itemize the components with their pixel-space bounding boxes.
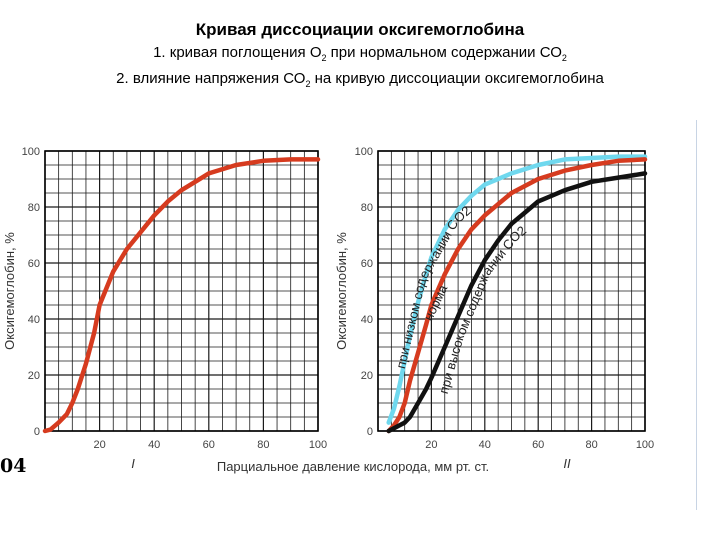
y-tick-label: 100 — [355, 146, 373, 158]
y-tick-label: 60 — [361, 258, 373, 270]
x-tick-label: 20 — [93, 439, 105, 451]
y-axis-label: Оксигемоглобин, % — [2, 232, 17, 350]
slide-subtitle-2: 2. влияние напряжения СО2 на кривую дисс… — [0, 70, 720, 89]
figure-border — [696, 120, 697, 510]
slide-title: Кривая диссоциации оксигемоглобина — [195, 20, 525, 39]
series-line-1 — [386, 154, 648, 425]
subtitle-1-part: 1. кривая поглощения О — [153, 44, 322, 61]
x-tick-label: 80 — [585, 439, 597, 451]
x-tick-label: 80 — [257, 439, 269, 451]
y-tick-label: 60 — [28, 258, 40, 270]
series-line-3 — [386, 171, 648, 434]
x-tick-label: 100 — [309, 439, 327, 451]
subtitle-2-part: 2. влияние напряжения СО — [116, 70, 306, 87]
subtitle-1-subscript: 2 — [321, 53, 327, 63]
subtitle-2-subscript: 2 — [305, 79, 311, 89]
chart-panel-2: 0 20 40 60 80 100 20 40 60 80 100 Оксигемоглобин, %… — [334, 146, 654, 471]
y-tick-label: 40 — [361, 314, 373, 326]
chart-panel-1: 0 20 40 60 80 100 20 40 60 80 100 Оксигемоглобин, %… — [2, 146, 327, 471]
dissociation-charts: Парциальное давление кислорода, мм рт. с… — [2, 146, 654, 474]
y-tick-label: 0 — [367, 426, 373, 438]
panel-label: II — [563, 456, 571, 471]
y-tick-label: 0 — [34, 426, 40, 438]
plot-frame — [44, 150, 319, 432]
y-tick-label: 20 — [28, 370, 40, 382]
x-tick-label: 40 — [479, 439, 491, 451]
x-tick-label: 40 — [148, 439, 160, 451]
subtitle-1-subscript-2: 2 — [561, 53, 567, 63]
page-number-fragment: 04 — [0, 455, 27, 477]
panel-label: I — [131, 456, 135, 471]
x-tick-label: 20 — [425, 439, 437, 451]
series-line-1 — [42, 157, 321, 434]
y-tick-label: 40 — [28, 314, 40, 326]
slide-subtitle-1: 1. кривая поглощения О2 при нормальном с… — [0, 44, 720, 63]
y-tick-label: 20 — [361, 370, 373, 382]
x-tick-label: 60 — [203, 439, 215, 451]
y-tick-label: 80 — [361, 202, 373, 214]
plot-frame — [377, 150, 646, 432]
x-tick-label: 60 — [532, 439, 544, 451]
subtitle-1-part-2: при нормальном содержании СО — [326, 44, 562, 61]
subtitle-2-part-2: на кривую диссоциации оксигемоглобина — [310, 70, 604, 87]
x-tick-label: 100 — [636, 439, 654, 451]
y-tick-label: 100 — [22, 146, 40, 158]
y-tick-label: 80 — [28, 202, 40, 214]
series-line-2 — [386, 157, 648, 434]
figure-panel: Парциальное давление кислорода, мм рт. с… — [0, 120, 700, 510]
y-axis-label: Оксигемоглобин, % — [334, 232, 349, 350]
shared-x-axis-label: Парциальное давление кислорода, мм рт. с… — [217, 459, 489, 474]
